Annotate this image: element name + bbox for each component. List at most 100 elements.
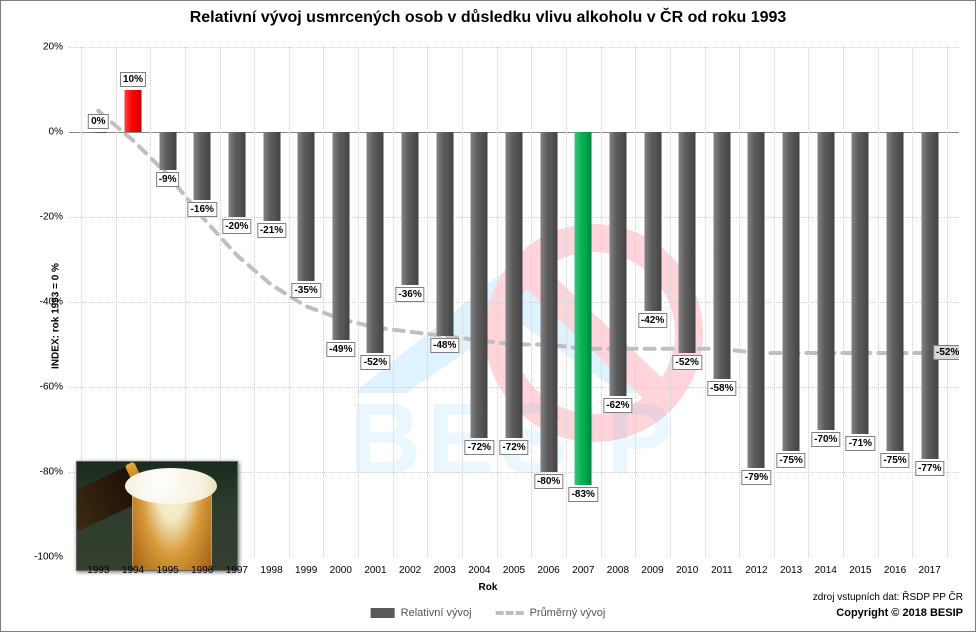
bar [90, 132, 107, 133]
bar [298, 132, 315, 281]
chart-title: Relativní vývoj usmrcených osob v důsled… [1, 9, 975, 27]
bar [402, 132, 419, 285]
x-tick-label: 1993 [82, 565, 114, 576]
data-label: -72% [499, 440, 528, 455]
data-label: -16% [188, 202, 217, 217]
bar [471, 132, 488, 438]
bar [644, 132, 661, 311]
x-tick-label: 2009 [637, 565, 669, 576]
data-label: -52% [673, 355, 702, 370]
data-label: -80% [534, 474, 563, 489]
v-gridline [323, 47, 324, 557]
data-label: -70% [811, 432, 840, 447]
x-tick-label: 2017 [914, 565, 946, 576]
data-label: -83% [569, 487, 598, 502]
data-label: -21% [257, 223, 286, 238]
x-tick-label: 1997 [221, 565, 253, 576]
bar [783, 132, 800, 451]
x-tick-label: 2004 [463, 565, 495, 576]
bar [436, 132, 453, 336]
v-gridline [462, 47, 463, 557]
bar [852, 132, 869, 434]
legend-item-line: Průměrný vývoj [496, 607, 606, 619]
bar [332, 132, 349, 340]
bar [713, 132, 730, 379]
bar [887, 132, 904, 451]
x-tick-label: 2002 [394, 565, 426, 576]
data-label: -52% [361, 355, 390, 370]
v-gridline [774, 47, 775, 557]
data-label: -49% [326, 342, 355, 357]
bar [609, 132, 626, 396]
x-tick-label: 2015 [844, 565, 876, 576]
data-label: -77% [915, 461, 944, 476]
legend-item-bar: Relativní vývoj [371, 607, 472, 619]
bar [748, 132, 765, 468]
v-gridline [358, 47, 359, 557]
v-gridline [739, 47, 740, 557]
v-gridline [254, 47, 255, 557]
x-tick-label: 2010 [671, 565, 703, 576]
legend-swatch-line [496, 611, 524, 615]
bar [679, 132, 696, 353]
v-gridline [912, 47, 913, 557]
inset-photo-beer [76, 461, 238, 571]
y-tick-label: 0% [33, 127, 63, 138]
data-label: -75% [776, 453, 805, 468]
x-tick-label: 1996 [186, 565, 218, 576]
data-label: -58% [707, 381, 736, 396]
x-tick-label: 2006 [533, 565, 565, 576]
x-tick-label: 2016 [879, 565, 911, 576]
x-tick-label: 2000 [325, 565, 357, 576]
v-gridline [393, 47, 394, 557]
v-gridline [427, 47, 428, 557]
copyright-text: Copyright © 2018 BESIP [836, 607, 963, 619]
x-tick-label: 2011 [706, 565, 738, 576]
x-tick-label: 2008 [602, 565, 634, 576]
data-label: -9% [156, 172, 180, 187]
v-gridline [289, 47, 290, 557]
x-tick-label: 2013 [775, 565, 807, 576]
x-tick-label: 2003 [429, 565, 461, 576]
bar [575, 132, 592, 485]
y-tick-label: -60% [33, 382, 63, 393]
v-gridline [635, 47, 636, 557]
v-gridline [601, 47, 602, 557]
bar [921, 132, 938, 459]
v-gridline [497, 47, 498, 557]
v-gridline [566, 47, 567, 557]
x-tick-label: 2005 [498, 565, 530, 576]
data-label: -20% [222, 219, 251, 234]
bar [124, 90, 141, 133]
x-tick-label: 1998 [256, 565, 288, 576]
data-label: -42% [638, 313, 667, 328]
v-gridline [947, 47, 948, 557]
legend-label-line: Průměrný vývoj [530, 607, 606, 619]
v-gridline [808, 47, 809, 557]
y-tick-label: -100% [33, 552, 63, 563]
v-gridline [843, 47, 844, 557]
x-tick-label: 1994 [117, 565, 149, 576]
bar [817, 132, 834, 430]
y-tick-label: 20% [33, 42, 63, 53]
data-label: -71% [846, 436, 875, 451]
y-tick-label: -40% [33, 297, 63, 308]
legend-label-bar: Relativní vývoj [401, 607, 472, 619]
v-gridline [878, 47, 879, 557]
v-gridline [705, 47, 706, 557]
source-text: zdroj vstupních dat: ŘSDP PP ČR [813, 592, 963, 603]
x-tick-label: 1995 [152, 565, 184, 576]
bar [506, 132, 523, 438]
v-gridline [531, 47, 532, 557]
data-label: -62% [603, 398, 632, 413]
bar [194, 132, 211, 200]
bar [228, 132, 245, 217]
bar [263, 132, 280, 221]
bar [367, 132, 384, 353]
x-tick-label: 2001 [359, 565, 391, 576]
data-label: -79% [742, 470, 771, 485]
chart-container: Relativní vývoj usmrcených osob v důsled… [0, 0, 976, 632]
data-label: 10% [120, 72, 146, 87]
v-gridline [670, 47, 671, 557]
x-axis-label: Rok [479, 582, 498, 593]
